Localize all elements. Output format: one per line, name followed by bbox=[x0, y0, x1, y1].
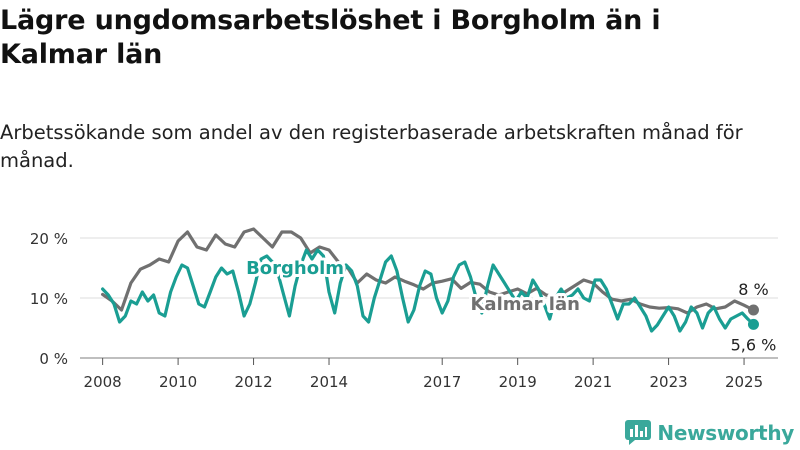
x-tick-label: 2023 bbox=[649, 373, 687, 391]
series-end-label: 8 % bbox=[738, 280, 768, 299]
series-label-halo: Borgholm bbox=[246, 258, 344, 279]
series-line-borgholm bbox=[101, 248, 756, 333]
y-tick-label: 0 % bbox=[39, 350, 68, 368]
x-tick-label: 2019 bbox=[499, 373, 537, 391]
series-end-point bbox=[747, 318, 759, 330]
x-tick-label: 2012 bbox=[234, 373, 272, 391]
newsworthy-icon bbox=[625, 420, 652, 445]
y-tick-label: 10 % bbox=[30, 290, 68, 308]
series-lines bbox=[101, 227, 759, 333]
y-tick-label: 20 % bbox=[30, 230, 68, 248]
line-chart: 0 % 10 % 20 % 2008 2010 2012 2014 2017 2019 2021 2… bbox=[30, 227, 778, 391]
series-end-label: 5,6 % bbox=[731, 335, 777, 354]
chart-subtitle: Arbetssökande som andel av den registerb… bbox=[0, 121, 743, 172]
x-tick-label: 2014 bbox=[310, 373, 348, 391]
series-end-point bbox=[747, 304, 759, 316]
x-tick-label: 2021 bbox=[574, 373, 612, 391]
series-label-halo: Kalmar län bbox=[470, 294, 579, 315]
x-tick-label: 2025 bbox=[725, 373, 763, 391]
newsworthy-logo: Newsworthy bbox=[625, 418, 794, 448]
series-label: Borgholm bbox=[246, 258, 344, 279]
axes: 0 % 10 % 20 % 2008 2010 2012 2014 2017 2019 2021 2… bbox=[30, 230, 763, 391]
x-tick-label: 2017 bbox=[423, 373, 461, 391]
x-tick-label: 2008 bbox=[84, 373, 122, 391]
x-tick-label: 2010 bbox=[159, 373, 197, 391]
brand-name: Newsworthy bbox=[657, 421, 794, 445]
series-line-kalmar-län bbox=[101, 227, 756, 315]
series-label: Kalmar län bbox=[470, 294, 579, 315]
gridlines bbox=[80, 237, 778, 359]
chart-title: Lägre ungdomsarbetslöshet i Borgholm än … bbox=[0, 5, 661, 70]
